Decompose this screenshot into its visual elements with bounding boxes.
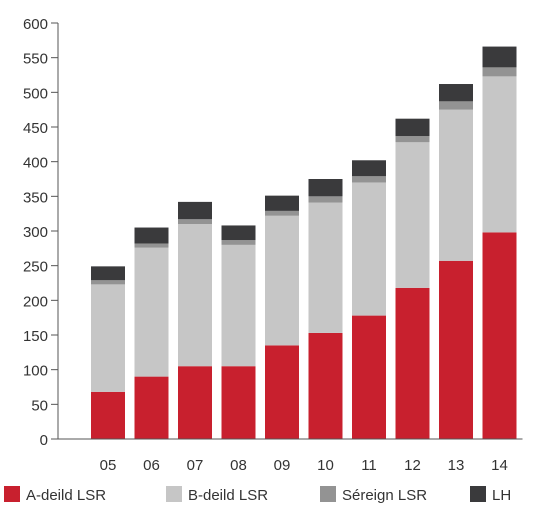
y-tick-label: 150 xyxy=(23,328,48,345)
legend-item-a-deild-lsr: A-deild LSR xyxy=(4,486,106,504)
x-tick-label: 07 xyxy=(187,457,204,474)
bar-segment-s-reign-lsr-06 xyxy=(134,243,169,248)
y-tick-label: 250 xyxy=(23,259,48,276)
bars-group xyxy=(91,46,517,439)
bar-segment-a-deild-lsr-14 xyxy=(482,232,517,439)
bar-segment-s-reign-lsr-07 xyxy=(178,219,212,225)
bar-segment-s-reign-lsr-13 xyxy=(439,101,473,110)
legend-item-b-deild-lsr: B-deild LSR xyxy=(166,486,268,504)
bar-segment-lh-12 xyxy=(395,118,430,137)
bar-segment-b-deild-lsr-14 xyxy=(482,76,517,233)
y-tick-label: 200 xyxy=(23,293,48,310)
bar-stack-07 xyxy=(178,201,212,439)
y-axis: 0 50 100 150 200 250 300 350 400 450 500 550 600 xyxy=(23,16,59,449)
bar-segment-b-deild-lsr-11 xyxy=(352,182,386,316)
bar-segment-lh-11 xyxy=(352,160,386,177)
bar-stack-14 xyxy=(482,46,517,439)
bar-segment-a-deild-lsr-07 xyxy=(178,366,212,439)
y-tick-label: 0 xyxy=(40,432,48,449)
bar-segment-s-reign-lsr-08 xyxy=(221,240,256,245)
bar-stack-09 xyxy=(265,195,299,439)
y-tick-label: 300 xyxy=(23,224,48,241)
bar-stack-13 xyxy=(439,84,473,439)
bar-segment-lh-07 xyxy=(178,201,212,220)
bar-segment-s-reign-lsr-11 xyxy=(352,176,386,183)
bar-segment-b-deild-lsr-06 xyxy=(134,247,169,377)
bar-segment-a-deild-lsr-08 xyxy=(221,366,256,439)
x-tick-label: 12 xyxy=(404,457,421,474)
bar-stack-08 xyxy=(221,225,256,439)
y-tick-label: 50 xyxy=(31,397,48,414)
legend-item-s-reign-lsr: Séreign LSR xyxy=(320,486,427,504)
bar-segment-b-deild-lsr-08 xyxy=(221,244,256,367)
bar-segment-lh-06 xyxy=(134,227,169,244)
bar-stack-10 xyxy=(308,179,343,439)
bar-segment-b-deild-lsr-05 xyxy=(91,284,125,392)
bar-segment-b-deild-lsr-13 xyxy=(439,109,473,261)
y-tick-label: 500 xyxy=(23,85,48,102)
x-tick-label: 09 xyxy=(274,457,291,474)
x-tick-label: 05 xyxy=(100,457,117,474)
legend-swatch xyxy=(166,486,182,502)
x-tick-label: 13 xyxy=(448,457,465,474)
bar-segment-s-reign-lsr-09 xyxy=(265,210,299,216)
bar-segment-lh-05 xyxy=(91,266,125,281)
legend-item-lh: LH xyxy=(470,486,511,504)
bar-segment-s-reign-lsr-05 xyxy=(91,280,125,285)
legend-label: Séreign LSR xyxy=(342,487,427,504)
y-tick-label: 350 xyxy=(23,189,48,206)
x-tick-label: 14 xyxy=(491,457,508,474)
bar-segment-b-deild-lsr-10 xyxy=(308,202,343,333)
bar-segment-b-deild-lsr-12 xyxy=(395,142,430,288)
legend: A-deild LSR B-deild LSR Séreign LSR LH xyxy=(4,486,511,504)
bar-stack-05 xyxy=(91,266,125,439)
y-tick-label: 600 xyxy=(23,16,48,33)
bar-segment-s-reign-lsr-10 xyxy=(308,196,343,203)
x-tick-label: 11 xyxy=(361,457,377,474)
legend-label: A-deild LSR xyxy=(26,487,106,504)
x-tick-label: 06 xyxy=(143,457,160,474)
x-tick-label: 08 xyxy=(230,457,247,474)
bar-segment-s-reign-lsr-14 xyxy=(482,67,517,77)
legend-swatch xyxy=(320,486,336,502)
legend-swatch xyxy=(4,486,20,502)
legend-label: B-deild LSR xyxy=(188,487,268,504)
bar-segment-a-deild-lsr-11 xyxy=(352,315,386,439)
bar-segment-a-deild-lsr-06 xyxy=(134,376,169,439)
bar-segment-s-reign-lsr-12 xyxy=(395,136,430,143)
x-axis: 05 06 07 08 09 10 11 12 13 14 xyxy=(58,438,523,474)
bar-segment-lh-08 xyxy=(221,225,256,241)
bar-segment-lh-10 xyxy=(308,179,343,197)
bar-stack-12 xyxy=(395,118,430,439)
bar-segment-a-deild-lsr-13 xyxy=(439,260,473,439)
bar-segment-a-deild-lsr-09 xyxy=(265,345,299,439)
bar-segment-lh-14 xyxy=(482,46,517,68)
bar-segment-a-deild-lsr-05 xyxy=(91,391,125,439)
y-tick-label: 400 xyxy=(23,155,48,172)
y-tick-label: 100 xyxy=(23,363,48,380)
bar-segment-lh-09 xyxy=(265,195,299,211)
legend-swatch xyxy=(470,486,486,502)
bar-segment-a-deild-lsr-12 xyxy=(395,287,430,439)
bar-segment-lh-13 xyxy=(439,84,473,102)
bar-segment-b-deild-lsr-07 xyxy=(178,224,212,367)
y-tick-label: 550 xyxy=(23,51,48,68)
bar-segment-a-deild-lsr-10 xyxy=(308,332,343,439)
legend-label: LH xyxy=(492,487,511,504)
x-tick-label: 10 xyxy=(317,457,334,474)
bar-stack-06 xyxy=(134,227,169,439)
bar-segment-b-deild-lsr-09 xyxy=(265,215,299,346)
y-tick-label: 450 xyxy=(23,120,48,137)
bar-stack-11 xyxy=(352,160,386,439)
